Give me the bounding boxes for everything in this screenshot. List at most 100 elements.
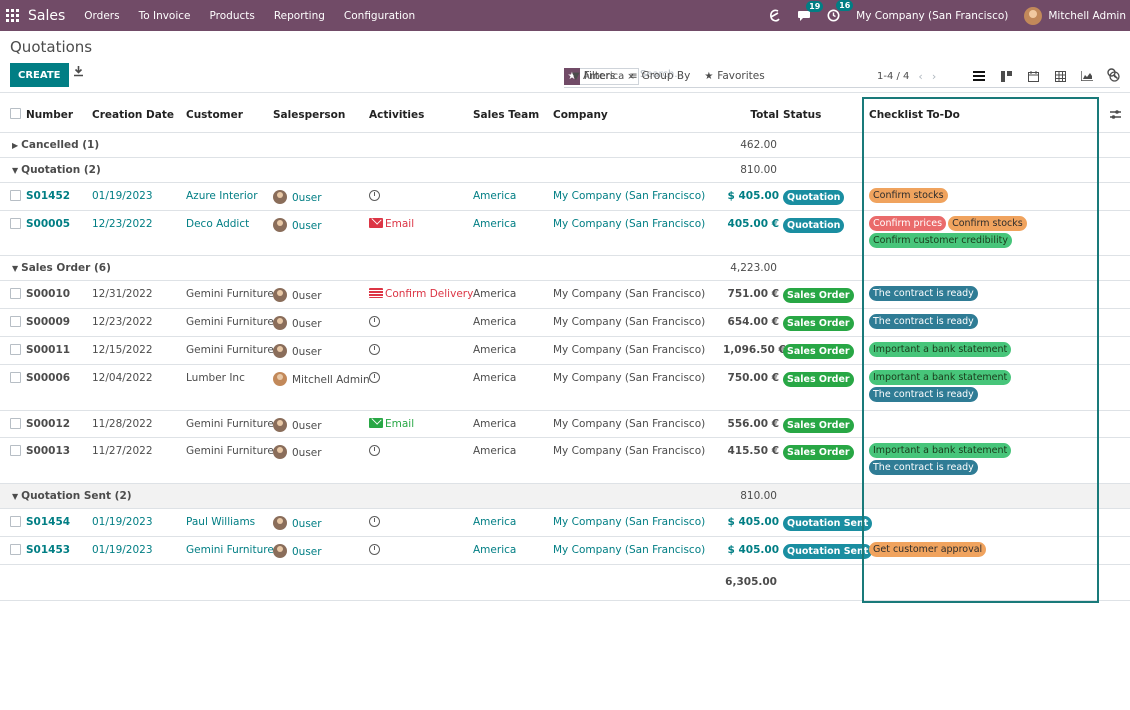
col-total[interactable]: Total: [723, 98, 783, 133]
clock-icon[interactable]: [369, 315, 380, 327]
order-number: S01454: [26, 508, 92, 537]
activity-label[interactable]: Email: [385, 217, 415, 230]
table-row[interactable]: S00012 11/28/2022 Gemini Furniture 0user Ema…: [0, 410, 1130, 438]
clock-icon[interactable]: [369, 543, 380, 555]
col-sales-team[interactable]: Sales Team: [473, 98, 553, 133]
clock-icon[interactable]: [369, 189, 380, 201]
group-name: Quotation (2): [21, 163, 101, 176]
row-checkbox[interactable]: [0, 508, 26, 537]
filters-button[interactable]: ▼ Filters: [572, 70, 616, 82]
avatar: [273, 371, 287, 386]
table-row[interactable]: S01454 01/19/2023 Paul Williams 0user Americ…: [0, 508, 1130, 537]
clock-icon[interactable]: [369, 343, 380, 355]
col-creation-date[interactable]: Creation Date: [92, 98, 186, 133]
calendar-view-icon[interactable]: [1022, 67, 1044, 85]
app-name[interactable]: Sales: [28, 7, 66, 24]
order-number: S00005: [26, 210, 92, 256]
salesperson: 0user: [273, 437, 369, 484]
group-row[interactable]: ▼ Quotation Sent (2) 810.00: [0, 483, 1130, 509]
activity-label[interactable]: Email: [385, 417, 415, 430]
clock-icon[interactable]: [369, 444, 380, 456]
chat-icon[interactable]: 19: [797, 0, 824, 22]
sales-team: America: [473, 210, 553, 256]
optional-columns-icon[interactable]: [1100, 98, 1130, 133]
activity-cell: [369, 536, 473, 565]
sales-team: America: [473, 410, 553, 438]
row-checkbox[interactable]: [0, 536, 26, 565]
row-checkbox[interactable]: [0, 336, 26, 365]
menu-products[interactable]: Products: [209, 9, 255, 22]
creation-date: 12/31/2022: [92, 280, 186, 309]
col-status[interactable]: Status: [783, 98, 863, 133]
salesperson-name: Mitchell Admin: [292, 373, 370, 386]
creation-date: 12/23/2022: [92, 210, 186, 256]
table-row[interactable]: S01452 01/19/2023 Azure Interior 0user Ameri…: [0, 182, 1130, 211]
kanban-view-icon[interactable]: [995, 67, 1017, 85]
col-checklist[interactable]: Checklist To-Do: [863, 98, 1100, 133]
group-by-button[interactable]: ≡ Group By: [629, 70, 691, 82]
menu-to-invoice[interactable]: To Invoice: [138, 9, 191, 22]
download-icon[interactable]: [73, 66, 84, 81]
creation-date: 11/27/2022: [92, 437, 186, 484]
graph-view-icon[interactable]: [1076, 67, 1098, 85]
menu-reporting[interactable]: Reporting: [273, 9, 325, 22]
col-activities[interactable]: Activities: [369, 98, 473, 133]
salesperson: 0user: [273, 182, 369, 211]
table-row[interactable]: S01453 01/19/2023 Gemini Furniture 0user Ame…: [0, 536, 1130, 565]
customer: Gemini Furniture: [186, 336, 274, 365]
table-row[interactable]: S00005 12/23/2022 Deco Addict 0user Email Ame…: [0, 210, 1130, 256]
col-salesperson[interactable]: Salesperson: [273, 98, 369, 133]
clock-icon[interactable]: [369, 515, 380, 527]
user-menu[interactable]: Mitchell Admin: [1024, 6, 1126, 25]
group-name: Quotation Sent (2): [21, 489, 132, 502]
row-checkbox[interactable]: [0, 280, 26, 309]
bug-icon[interactable]: [768, 9, 781, 23]
pager-value[interactable]: 1-4 / 4: [877, 71, 910, 82]
pager-previous-icon[interactable]: ‹: [918, 70, 923, 83]
apps-menu-icon[interactable]: [6, 8, 20, 23]
creation-date: 12/04/2022: [92, 364, 186, 411]
facet-remove-icon[interactable]: ×: [627, 71, 635, 82]
create-button[interactable]: CREATE: [10, 63, 69, 87]
row-checkbox[interactable]: [0, 364, 26, 411]
pivot-view-icon[interactable]: [1049, 67, 1071, 85]
activity-label[interactable]: Confirm Delivery: [385, 287, 474, 300]
table-row[interactable]: S00010 12/31/2022 Gemini Furniture 0user Con…: [0, 280, 1130, 309]
search-bar: ★ America ×: [564, 67, 1120, 88]
search-facet[interactable]: ★ America ×: [564, 67, 639, 85]
customer: Gemini Furniture: [186, 536, 274, 565]
group-row[interactable]: ▼ Sales Order (6) 4,223.00: [0, 255, 1130, 281]
pager-next-icon[interactable]: ›: [931, 70, 937, 83]
row-checkbox[interactable]: [0, 308, 26, 337]
row-checkbox[interactable]: [0, 182, 26, 211]
caret-right-icon: ▶: [12, 140, 19, 150]
row-checkbox[interactable]: [0, 437, 26, 484]
activity-clock-icon[interactable]: 16: [827, 0, 854, 22]
col-company[interactable]: Company: [553, 98, 723, 133]
activity-view-icon[interactable]: [1103, 67, 1125, 85]
activities-badge: 16: [836, 0, 854, 11]
table-row[interactable]: S00011 12/15/2022 Gemini Furniture 0user Ame…: [0, 336, 1130, 365]
table-row[interactable]: S00013 11/27/2022 Gemini Furniture 0user Ame…: [0, 437, 1130, 484]
activity-cell: [369, 364, 473, 411]
table-row[interactable]: S00006 12/04/2022 Lumber Inc Mitchell Admin…: [0, 364, 1130, 411]
table-row[interactable]: S00009 12/23/2022 Gemini Furniture 0user Ame…: [0, 308, 1130, 337]
favorites-button[interactable]: ★ Favorites: [704, 70, 765, 82]
creation-date: 01/19/2023: [92, 508, 186, 537]
group-row[interactable]: ▶ Cancelled (1) 462.00: [0, 132, 1130, 158]
clock-icon[interactable]: [369, 371, 380, 383]
search-input[interactable]: [640, 69, 1080, 80]
menu-configuration[interactable]: Configuration: [343, 9, 416, 22]
status-cell: Sales Order: [783, 410, 863, 438]
group-row[interactable]: ▼ Quotation (2) 810.00: [0, 157, 1130, 183]
col-number[interactable]: Number: [26, 98, 92, 133]
select-all-checkbox[interactable]: [0, 98, 26, 133]
list-view-icon[interactable]: [968, 67, 990, 85]
col-customer[interactable]: Customer: [186, 98, 273, 133]
customer: Lumber Inc: [186, 364, 273, 411]
row-checkbox[interactable]: [0, 410, 26, 438]
company-switcher[interactable]: My Company (San Francisco): [856, 9, 1009, 22]
control-panel: Quotations CREATE ★ America ×: [0, 31, 1130, 93]
menu-orders[interactable]: Orders: [84, 9, 120, 22]
row-checkbox[interactable]: [0, 210, 26, 256]
